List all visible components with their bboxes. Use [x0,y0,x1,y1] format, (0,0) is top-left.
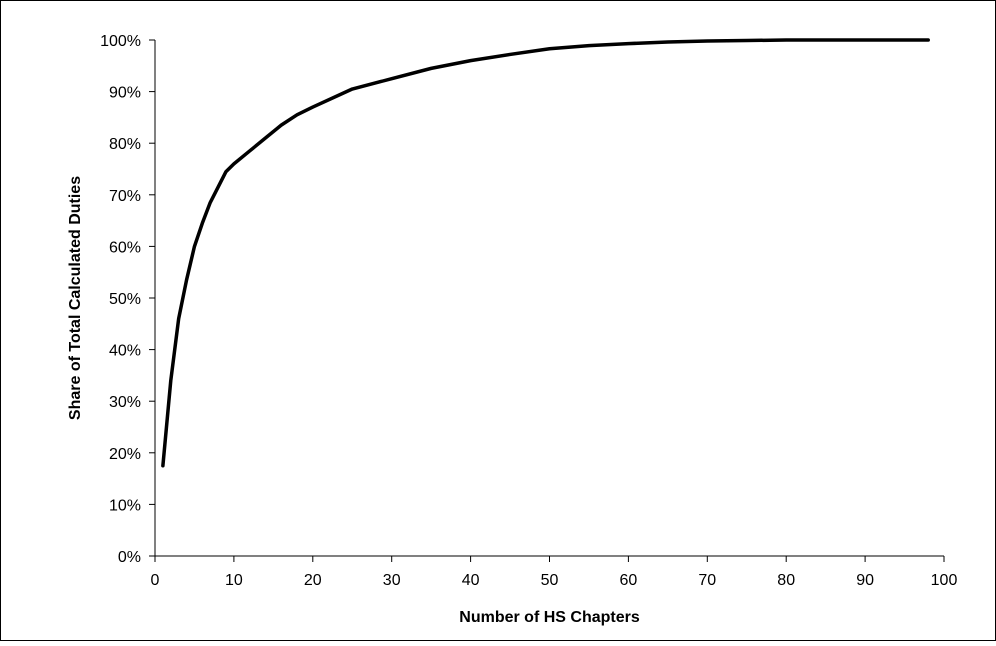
y-tick-label: 10% [109,497,141,514]
y-tick-label: 30% [109,394,141,411]
y-tick-label: 80% [109,136,141,153]
y-axis-title: Share of Total Calculated Duties [67,176,84,420]
x-tick-label: 30 [383,572,401,589]
x-tick-label: 90 [856,572,874,589]
x-tick-label: 10 [225,572,243,589]
x-tick-label: 50 [541,572,559,589]
y-tick-label: 20% [109,446,141,463]
x-axis-title: Number of HS Chapters [459,609,640,626]
y-tick-label: 90% [109,85,141,102]
x-tick-label: 20 [304,572,322,589]
x-tick-label: 60 [620,572,638,589]
y-tick-label: 0% [118,549,141,566]
y-tick-label: 40% [109,343,141,360]
y-tick-label: 70% [109,188,141,205]
y-tick-label: 50% [109,291,141,308]
y-tick-label: 60% [109,239,141,256]
x-tick-label: 0 [151,572,160,589]
x-tick-label: 100 [931,572,958,589]
y-tick-label: 100% [100,33,141,50]
x-tick-label: 70 [698,572,716,589]
x-tick-label: 80 [777,572,795,589]
x-tick-label: 40 [462,572,480,589]
